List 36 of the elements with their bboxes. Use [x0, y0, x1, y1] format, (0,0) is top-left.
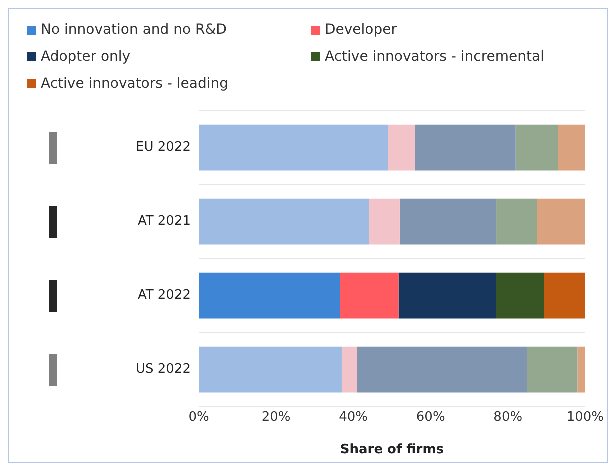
bar: [415, 124, 516, 171]
y-tick-label: AT 2021: [138, 214, 191, 230]
y-tick-label: AT 2022: [138, 288, 191, 304]
x-tick-label: 40%: [339, 410, 368, 425]
bar: [516, 124, 558, 171]
y-tick-label: US 2022: [136, 362, 191, 378]
bar: [558, 124, 586, 171]
bar: [496, 272, 544, 319]
bar: [400, 198, 497, 245]
x-axis-title: Share of firms: [340, 442, 444, 458]
legend-label: No innovation and no R&D: [41, 22, 227, 38]
bar: [496, 198, 538, 245]
bar: [388, 124, 416, 171]
bar: [537, 198, 586, 245]
x-tick-label: 100%: [566, 410, 604, 425]
bar: [544, 272, 586, 319]
legend-label: Active innovators - incremental: [325, 48, 544, 65]
x-tick-label: 60%: [416, 410, 446, 425]
legend-label: Developer: [325, 22, 398, 38]
x-tick-label: 20%: [262, 410, 291, 425]
y-tick-label: EU 2022: [136, 140, 191, 156]
bar: [199, 272, 340, 319]
bar: [342, 346, 358, 393]
bar: [340, 272, 399, 319]
x-tick-label: 80%: [494, 410, 523, 425]
bar: [357, 346, 528, 393]
bar: [199, 198, 370, 245]
bar: [199, 346, 342, 393]
bar: [199, 124, 388, 171]
bar: [578, 346, 586, 393]
x-tick-label: 0%: [188, 410, 210, 425]
bar: [398, 272, 496, 319]
bar: [527, 346, 578, 393]
legend-label: Adopter only: [41, 48, 131, 65]
bar: [369, 198, 400, 245]
legend-label: Active innovators - leading: [41, 76, 228, 92]
